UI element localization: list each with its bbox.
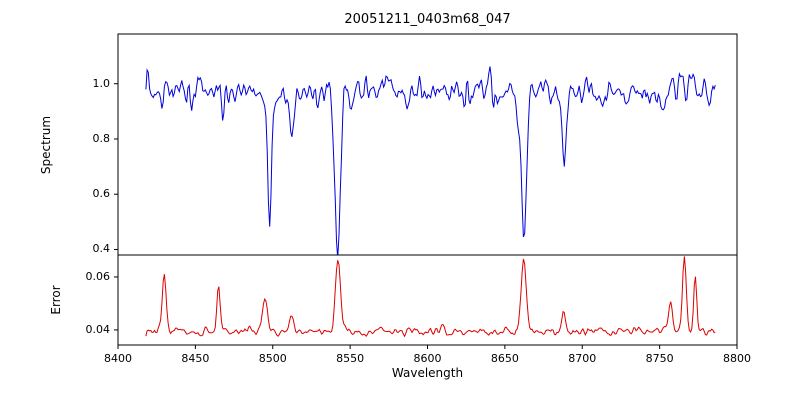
y-axis-label-spectrum: Spectrum	[39, 115, 53, 175]
error-line	[145, 256, 716, 338]
x-axis-label: Wavelength	[391, 366, 464, 380]
x-tick-label: 8550	[336, 352, 365, 365]
y-tick-label: 0.4	[92, 242, 111, 256]
x-tick-label: 8450	[181, 352, 210, 365]
x-tick-label: 8650	[490, 352, 519, 365]
x-tick-label: 8700	[568, 352, 597, 365]
x-tick-label: 8400	[104, 352, 132, 365]
y-tick-label: 0.06	[85, 269, 111, 283]
x-tick-label: 8800	[723, 352, 751, 365]
spectrum-axes-spines	[117, 33, 738, 256]
x-tick-label: 8500	[258, 352, 287, 365]
x-tick-label: 8600	[413, 352, 442, 365]
y-axis-label-error: Error	[49, 285, 63, 315]
chart-title: 20051211_0403m68_047	[344, 12, 511, 27]
y-tick-label: 0.8	[92, 131, 111, 145]
x-tick-label: 8750	[645, 352, 674, 365]
spectrum-line	[145, 66, 716, 255]
y-tick-label: 0.04	[85, 322, 111, 336]
y-tick-label: 1.0	[92, 76, 111, 90]
error-axes-spines	[117, 254, 738, 346]
y-tick-label: 0.6	[92, 187, 111, 201]
